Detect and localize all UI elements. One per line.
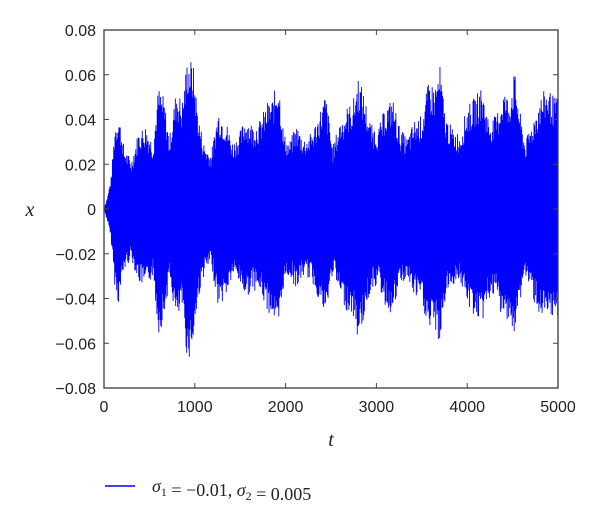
x-tick-label: 3000 xyxy=(359,399,395,416)
x-tick-label: 5000 xyxy=(540,399,576,416)
series-line xyxy=(103,62,559,357)
plot-area-border xyxy=(103,29,559,389)
x-tick-label: 4000 xyxy=(449,399,485,416)
legend-entry-label: σ1 = −0.01, σ2 = 0.005 xyxy=(152,476,311,504)
x-tick-label: 1000 xyxy=(177,399,213,416)
y-tick-label: −0.04 xyxy=(56,292,97,309)
series-layer xyxy=(103,62,559,357)
x-tick-label: 2000 xyxy=(268,399,304,416)
x-tick-label: 0 xyxy=(100,399,109,416)
y-tick-label: 0.02 xyxy=(65,157,96,174)
y-axis-ticks: −0.08 −0.06 −0.04 −0.02 0 0.02 0.04 0.06 0.08 xyxy=(56,23,558,398)
y-tick-label: −0.02 xyxy=(56,247,97,264)
y-tick-label: 0.08 xyxy=(65,23,96,40)
legend: σ1 = −0.01, σ2 = 0.005 xyxy=(105,476,311,504)
y-axis-label: x xyxy=(25,199,35,221)
y-tick-label: 0 xyxy=(87,202,96,219)
y-tick-label: −0.06 xyxy=(56,336,97,353)
y-tick-label: −0.08 xyxy=(56,381,97,398)
y-tick-label: 0.06 xyxy=(65,68,96,85)
y-tick-label: 0.04 xyxy=(65,113,96,130)
x-axis-label: t xyxy=(328,429,334,451)
